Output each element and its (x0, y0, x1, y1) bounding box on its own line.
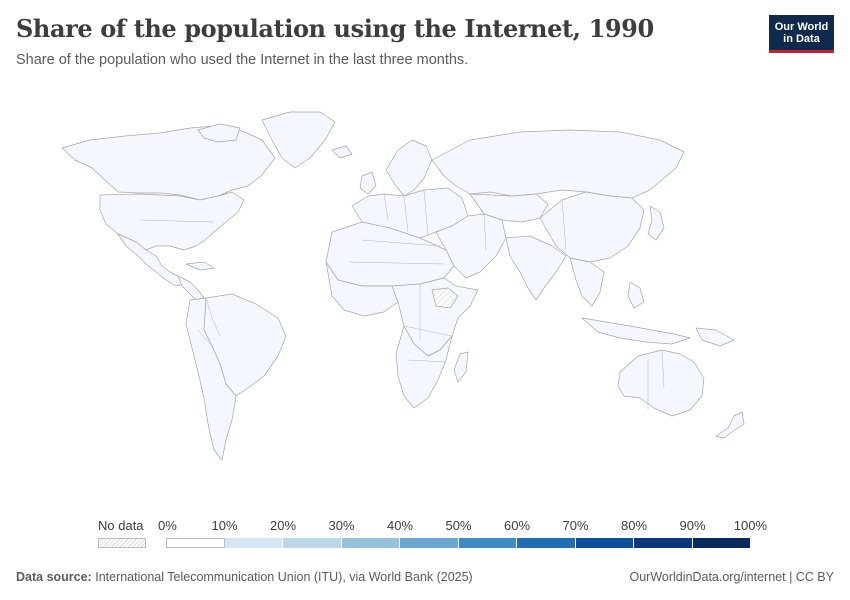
country-australia[interactable] (617, 349, 705, 417)
country-philippines[interactable] (627, 281, 645, 309)
region-scandinavia[interactable] (385, 139, 433, 197)
map-legend: No data 0% 10% 20% 30% 40% 50% 60% 70% 80% 90% 100… (0, 512, 850, 552)
data-source-text[interactable]: International Telecommunication Union (I… (95, 570, 473, 584)
logo-line-1: Our World (774, 21, 829, 33)
region-southern-africa[interactable] (395, 325, 453, 409)
legend-tick-label: 80% (620, 518, 648, 533)
country-greenland[interactable] (261, 111, 336, 169)
chart-title: Share of the population using the Intern… (16, 14, 654, 43)
data-source: Data source: International Telecommunica… (16, 570, 473, 584)
owid-logo[interactable]: Our World in Data (769, 15, 834, 53)
data-source-label: Data source: (16, 570, 92, 584)
island-cuba[interactable] (185, 261, 215, 271)
world-map[interactable] (0, 90, 850, 510)
legend-tick-label: 50% (445, 518, 472, 533)
legend-tick-label: 10% (211, 518, 238, 533)
country-india[interactable] (505, 235, 567, 301)
country-russia[interactable] (431, 129, 685, 199)
country-canada[interactable] (61, 125, 276, 201)
legend-bin[interactable] (517, 538, 576, 548)
legend-tick-label: 40% (386, 518, 414, 533)
legend-bin[interactable] (283, 538, 342, 548)
country-china[interactable] (539, 191, 645, 263)
country-new-zealand[interactable] (715, 411, 745, 439)
country-indonesia[interactable] (581, 317, 691, 345)
country-papua-new-guinea[interactable] (695, 327, 735, 347)
legend-tick-label: 90% (679, 518, 706, 533)
legend-bin[interactable] (634, 538, 693, 548)
country-iceland[interactable] (331, 145, 353, 159)
region-west-africa[interactable] (325, 261, 399, 317)
credit-link[interactable]: OurWorldinData.org/internet | CC BY (629, 570, 835, 584)
legend-bin[interactable] (575, 538, 634, 548)
legend-tick-label: 0% (158, 518, 177, 533)
legend-bin[interactable] (341, 538, 400, 548)
country-japan[interactable] (647, 205, 665, 241)
country-united-kingdom[interactable] (359, 171, 377, 195)
logo-line-2: in Data (783, 33, 820, 45)
legend-tick-label: 20% (269, 518, 297, 533)
region-andes[interactable] (185, 297, 237, 461)
legend-bin[interactable] (166, 538, 225, 548)
legend-bin[interactable] (400, 538, 459, 548)
legend-tick-label: 60% (503, 518, 531, 533)
island-baffin[interactable] (197, 123, 241, 143)
legend-bin[interactable] (224, 538, 283, 548)
legend-bin[interactable] (458, 538, 517, 548)
region-southeast-asia[interactable] (569, 257, 605, 307)
legend-bin[interactable] (692, 538, 751, 548)
legend-no-data-swatch[interactable] (98, 538, 146, 548)
legend-no-data-label: No data (98, 518, 144, 533)
legend-tick-label: 100% (733, 518, 767, 533)
country-ethiopia[interactable] (431, 287, 459, 309)
legend-tick-label: 30% (328, 518, 355, 533)
legend-tick-label: 70% (562, 518, 589, 533)
chart-subtitle: Share of the population who used the Int… (16, 52, 469, 68)
region-central-america[interactable] (177, 275, 205, 301)
country-madagascar[interactable] (453, 351, 469, 383)
